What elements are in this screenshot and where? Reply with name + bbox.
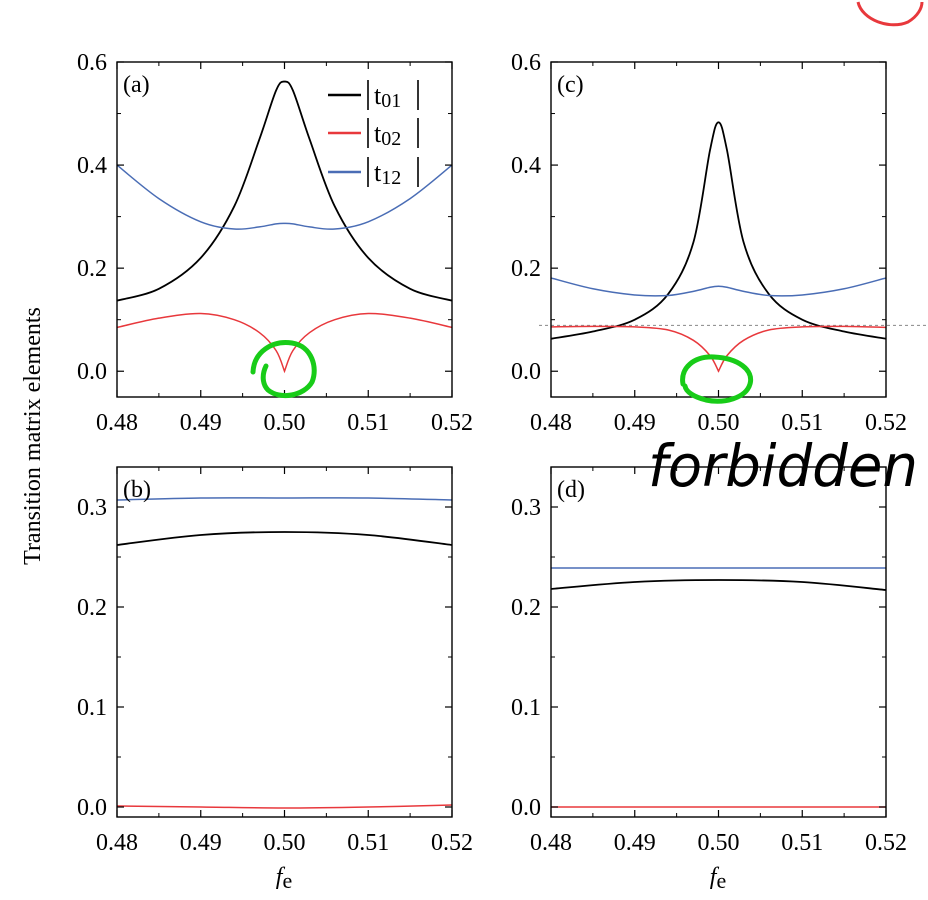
legend-item-t02: t02: [328, 118, 419, 150]
x-tick-label-d: 0.48: [530, 830, 572, 856]
y-tick-label-c: 0.4: [511, 153, 541, 179]
legend: t01 t02 t12: [328, 80, 419, 189]
series-line-t01-b: [117, 531, 452, 546]
y-tick-label-d: 0.0: [511, 795, 541, 821]
x-tick-label-d: 0.49: [614, 830, 656, 856]
x-tick-label-b: 0.48: [96, 830, 138, 856]
plot-frame-a: [116, 61, 453, 398]
y-tick-label-c: 0.6: [511, 50, 541, 76]
series-line-t01-d: [551, 579, 886, 591]
y-axis-title: Transition matrix elements: [20, 307, 46, 565]
x-tick-label-d: 0.51: [781, 830, 823, 856]
legend-item-t12: t12: [328, 157, 419, 189]
y-tick-label-a: 0.0: [77, 359, 107, 385]
y-tick-label-b: 0.0: [77, 795, 107, 821]
legend-item-t01: t01: [328, 80, 419, 112]
plot-frame-d: [550, 466, 887, 818]
handwritten-word: forbidden: [648, 432, 918, 500]
legend-label-t01-main: t: [374, 81, 382, 110]
x-tick-label-b: 0.49: [180, 830, 222, 856]
panel-c: 0.48 0.49 0.50 0.51 0.52 0.0 0.2 0.4 0.6 (c): [511, 50, 928, 436]
series-line-t12-b: [117, 497, 452, 501]
series-line-t01-c: [551, 121, 886, 340]
legend-label-t02-sub: 02: [381, 128, 401, 150]
series-line-t02-c: [551, 325, 886, 373]
series-line-t02-a: [117, 312, 452, 374]
panel-b: 0.48 0.49 0.50 0.51 0.52 0.0 0.1 0.2 0.3 (b): [77, 466, 473, 856]
handwritten-circle-a: [250, 340, 317, 399]
x-axis-title-left-main: f: [276, 864, 286, 890]
x-axis-title-left-sub: e: [282, 868, 292, 893]
y-tick-label-a: 0.2: [77, 256, 107, 282]
x-axis-title-right-sub: e: [716, 868, 726, 893]
panel-a: 0.48 0.49 0.50 0.51 0.52 0.0 0.2 0.4 0.6 (a): [77, 50, 473, 436]
x-tick-label-b: 0.52: [431, 830, 473, 856]
x-tick-label-a: 0.52: [431, 410, 473, 436]
series-line-t01-a: [117, 80, 452, 302]
handwritten-circle-c: [680, 354, 754, 404]
legend-label-t02: t02: [374, 119, 401, 150]
legend-label-t12-main: t: [374, 158, 382, 187]
x-tick-label-d: 0.50: [698, 830, 740, 856]
plot-frame-c: [550, 61, 887, 398]
x-tick-label-c: 0.49: [614, 410, 656, 436]
x-tick-label-a: 0.51: [347, 410, 389, 436]
x-tick-label-d: 0.52: [865, 830, 907, 856]
legend-label-t01: t01: [374, 81, 401, 112]
x-axis-title-right: fe: [710, 864, 726, 893]
x-tick-label-b: 0.50: [264, 830, 306, 856]
legend-label-t01-sub: 01: [381, 90, 401, 112]
handwritten-word-text: forbidden: [648, 432, 918, 500]
panel-label-a: (a): [123, 72, 150, 98]
y-tick-label-d: 0.1: [511, 695, 541, 721]
panel-label-b: (b): [123, 477, 151, 503]
y-tick-label-c: 0.0: [511, 359, 541, 385]
legend-label-t02-main: t: [374, 119, 382, 148]
panel-d: 0.48 0.49 0.50 0.51 0.52 0.0 0.1 0.2 0.3 (d): [511, 466, 907, 856]
red-circle-mark: [856, 1, 924, 27]
plot-frame-b: [116, 466, 453, 818]
x-tick-label-c: 0.52: [865, 410, 907, 436]
legend-label-t12: t12: [374, 158, 401, 189]
x-tick-label-c: 0.50: [698, 410, 740, 436]
series-line-t12-a: [117, 164, 452, 230]
x-tick-label-c: 0.51: [781, 410, 823, 436]
x-tick-label-b: 0.51: [347, 830, 389, 856]
series-line-t02-b: [117, 804, 452, 809]
x-tick-label-c: 0.48: [530, 410, 572, 436]
panel-label-d: (d): [557, 477, 585, 503]
legend-label-t12-sub: 12: [381, 167, 401, 189]
y-tick-label-b: 0.1: [77, 695, 107, 721]
y-tick-label-d: 0.3: [511, 495, 541, 521]
y-tick-label-b: 0.3: [77, 495, 107, 521]
y-tick-label-c: 0.2: [511, 256, 541, 282]
series-line-t12-c: [551, 277, 886, 297]
handwritten-annotations: forbidden: [250, 1, 924, 500]
y-tick-label-a: 0.4: [77, 153, 107, 179]
x-axis-title-left: fe: [276, 864, 292, 893]
x-tick-label-a: 0.48: [96, 410, 138, 436]
y-tick-label-a: 0.6: [77, 50, 107, 76]
panel-label-c: (c): [557, 72, 584, 98]
x-tick-label-a: 0.49: [180, 410, 222, 436]
y-tick-label-b: 0.2: [77, 595, 107, 621]
x-axis-title-right-main: f: [710, 864, 720, 890]
y-tick-label-d: 0.2: [511, 595, 541, 621]
x-tick-label-a: 0.50: [264, 410, 306, 436]
